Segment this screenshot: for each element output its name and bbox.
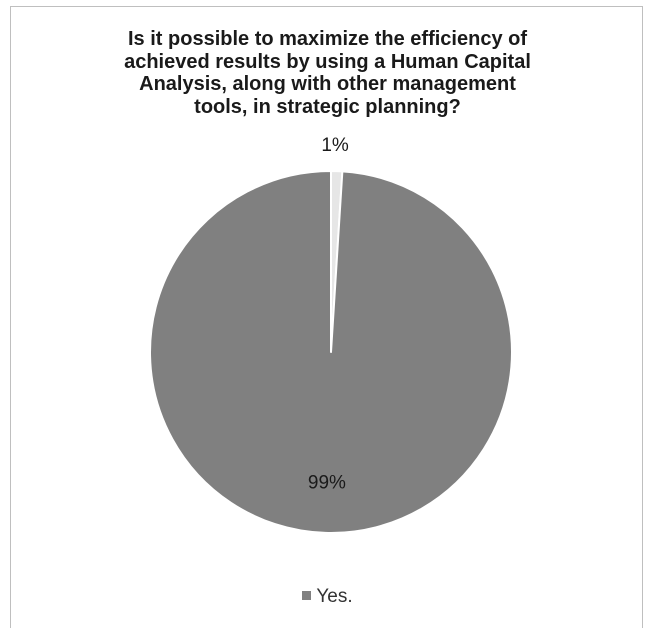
legend-swatch-yes [302, 591, 312, 600]
chart-title-line: Analysis, along with other management [139, 73, 516, 95]
chart-legend: Yes. [0, 586, 655, 608]
data-label-other: 1% [321, 135, 349, 156]
chart-title-line: tools, in strategic planning? [194, 95, 461, 118]
legend-label-yes: Yes. [316, 586, 353, 607]
data-label-yes: 99% [308, 472, 346, 493]
chart-title-line: Is it possible to maximize the efficienc… [128, 28, 527, 50]
chart-title-line: achieved results by using a Human Capita… [124, 50, 531, 73]
pie-slice-yes [149, 170, 513, 534]
chart-title: Is it possible to maximize the efficienc… [40, 28, 615, 118]
